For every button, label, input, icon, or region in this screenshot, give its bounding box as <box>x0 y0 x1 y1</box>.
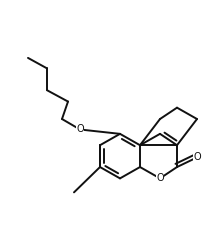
Text: O: O <box>76 124 84 135</box>
Text: O: O <box>193 152 201 163</box>
Text: O: O <box>156 173 164 183</box>
